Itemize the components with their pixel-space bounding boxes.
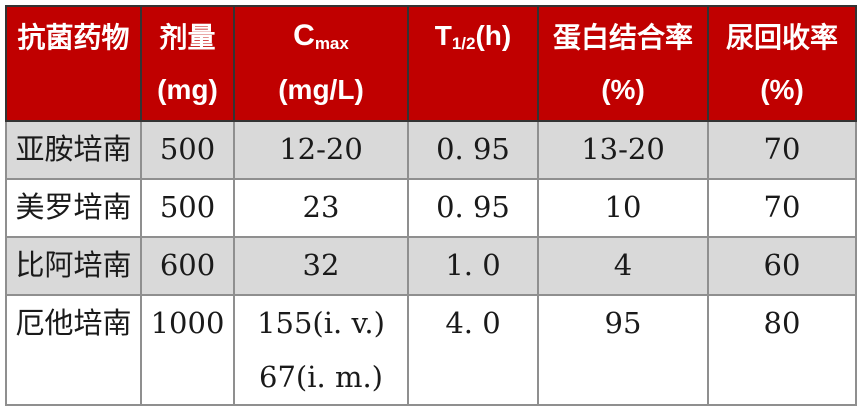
cell-dose: 1000 — [140, 294, 235, 406]
cell-cmax: 23 — [233, 178, 409, 238]
cell-urine-recovery: 70 — [707, 120, 857, 180]
header-line1: 蛋白结合率 — [539, 9, 707, 63]
header-text: C — [293, 19, 315, 52]
cell-dose: 500 — [140, 178, 235, 238]
cell-halflife: 0. 95 — [407, 178, 539, 238]
cell-halflife: 0. 95 — [407, 120, 539, 180]
header-text: T — [434, 20, 452, 51]
cell-protein-binding: 13-20 — [537, 120, 709, 180]
header-text: 尿回收率 — [725, 22, 838, 53]
header-line1: 尿回收率 — [709, 9, 855, 63]
col-header-protein-binding: 蛋白结合率 (%) — [537, 5, 709, 122]
col-header-drug: 抗菌药物 — [5, 5, 142, 122]
cell-drug: 比阿培南 — [5, 236, 142, 296]
header-line2 — [409, 63, 537, 117]
table-row-biapenem: 比阿培南 600 32 1. 0 4 60 — [5, 236, 857, 296]
cell-drug: 亚胺培南 — [5, 120, 142, 180]
table-row-imipenem: 亚胺培南 500 12-20 0. 95 13-20 70 — [5, 120, 857, 180]
cell-protein-binding: 95 — [537, 294, 709, 406]
cell-urine-recovery: 60 — [707, 236, 857, 296]
header-subscript: 1/2 — [451, 34, 476, 53]
cell-protein-binding: 10 — [537, 178, 709, 238]
cell-drug: 美罗培南 — [5, 178, 142, 238]
cell-cmax: 155(i. v.) 67(i. m.) — [233, 294, 409, 406]
header-line2: (%) — [539, 63, 707, 117]
cell-urine-recovery: 70 — [707, 178, 857, 238]
header-line1: 抗菌药物 — [7, 9, 140, 63]
cell-dose: 600 — [140, 236, 235, 296]
header-unit: (mg/L) — [278, 74, 364, 105]
header-line2: (mg/L) — [235, 63, 407, 117]
cell-cmax: 32 — [233, 236, 409, 296]
header-unit: (%) — [760, 74, 804, 105]
header-subscript: max — [314, 34, 349, 53]
header-unit: (h) — [475, 20, 512, 51]
header-line2 — [7, 63, 140, 117]
header-line2: (%) — [709, 63, 855, 117]
cell-urine-recovery: 80 — [707, 294, 857, 406]
cell-drug: 厄他培南 — [5, 294, 142, 406]
header-text: 蛋白结合率 — [552, 22, 693, 53]
cell-halflife: 4. 0 — [407, 294, 539, 406]
cell-protein-binding: 4 — [537, 236, 709, 296]
header-text: 剂量 — [159, 22, 216, 53]
col-header-dose: 剂量 (mg) — [140, 5, 235, 122]
col-header-halflife: T 1/2 (h) — [407, 5, 539, 122]
col-header-urine-recovery: 尿回收率 (%) — [707, 5, 857, 122]
table-row-meropenem: 美罗培南 500 23 0. 95 10 70 — [5, 178, 857, 238]
cell-dose: 500 — [140, 120, 235, 180]
header-unit: (mg) — [157, 74, 218, 105]
cell-halflife: 1. 0 — [407, 236, 539, 296]
header-line2: (mg) — [142, 63, 233, 117]
header-line1: T 1/2 (h) — [409, 9, 537, 63]
cell-cmax: 12-20 — [233, 120, 409, 180]
header-unit: (%) — [601, 74, 645, 105]
header-line1: 剂量 — [142, 9, 233, 63]
header-text: 抗菌药物 — [17, 22, 130, 53]
table-row-ertapenem: 厄他培南 1000 155(i. v.) 67(i. m.) 4. 0 95 8… — [5, 294, 857, 406]
